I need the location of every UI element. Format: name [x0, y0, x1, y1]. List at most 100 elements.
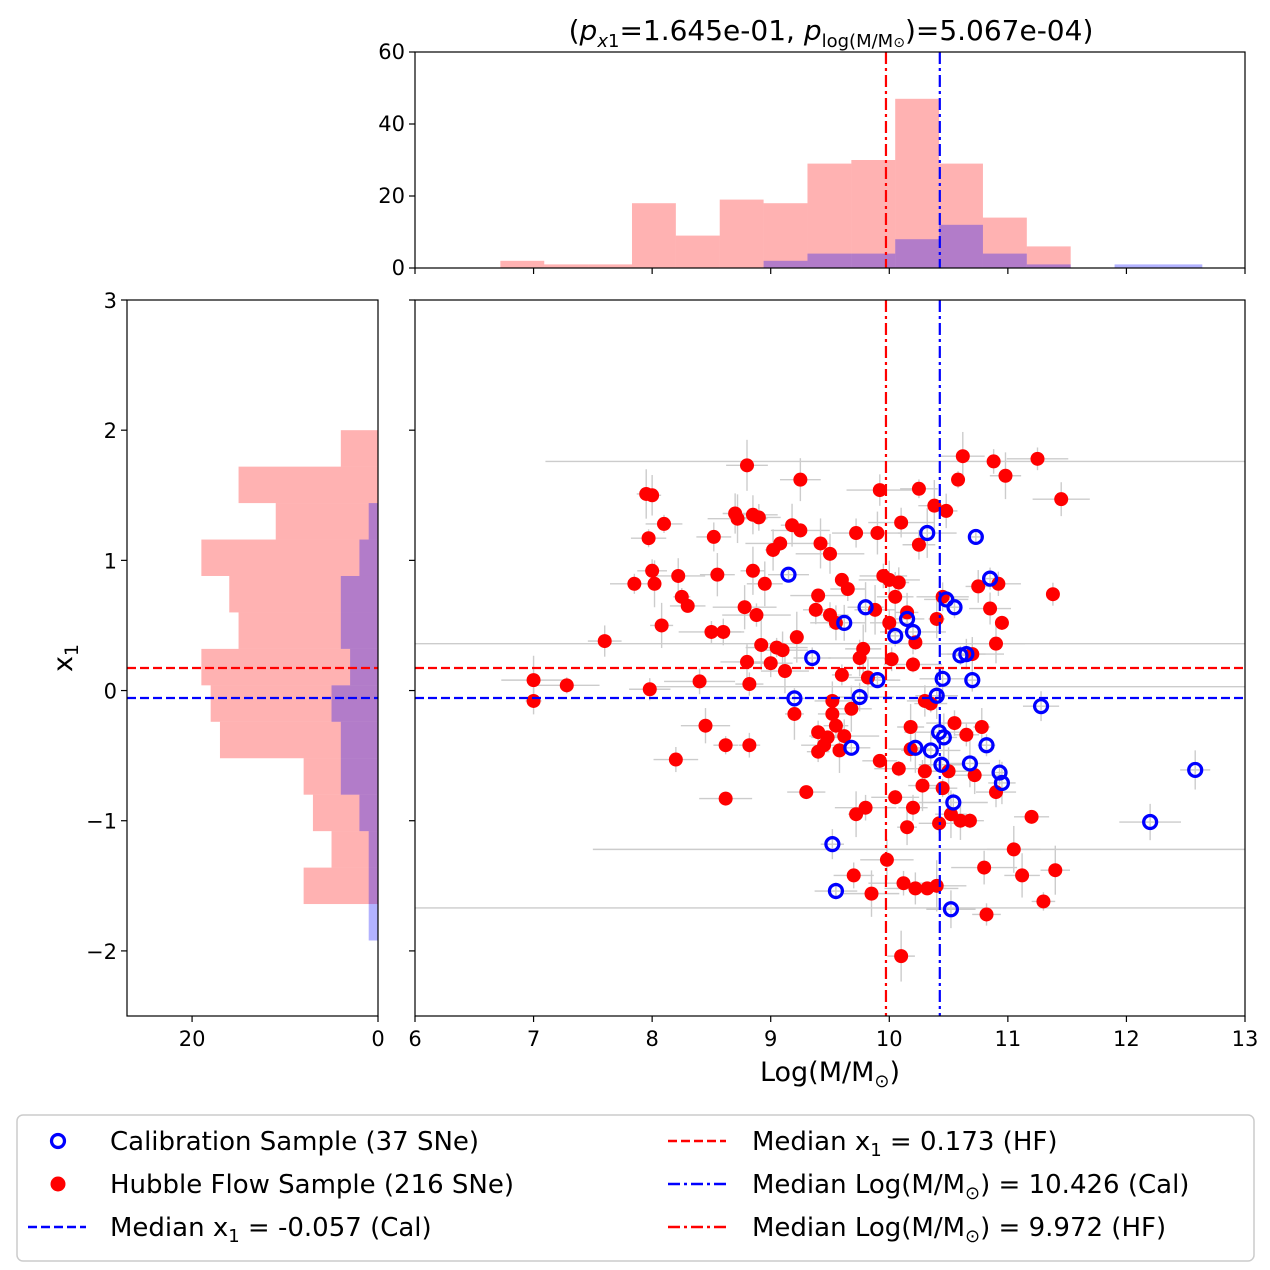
hubble-flow-point — [642, 682, 657, 697]
calibration-point — [928, 687, 945, 704]
left-hist-bar — [201, 539, 378, 576]
left-hist-bar — [359, 794, 378, 832]
hubble-flow-point — [971, 579, 986, 594]
calibration-point — [946, 599, 963, 616]
hubble-flow-point — [840, 582, 855, 597]
legend-label: Median x1 = 0.173 (HF) — [752, 1127, 1057, 1161]
left-hist-bar — [368, 503, 378, 540]
calibration-point — [981, 570, 999, 587]
hubble-flow-point — [983, 601, 998, 616]
hubble-flow-point — [641, 531, 656, 546]
hubble-flow-point — [915, 778, 930, 793]
left-hist-bar — [210, 685, 378, 722]
top-hist-median-lines — [884, 52, 941, 268]
calibration-point — [869, 672, 886, 689]
hubble-flow-point — [872, 753, 887, 768]
calibration-point — [843, 739, 860, 756]
left-hist-ytick-label: −1 — [86, 810, 117, 834]
hubble-flow-point — [828, 718, 843, 733]
left-hist-ytick-label: 3 — [104, 289, 117, 313]
hubble-flow-point — [858, 800, 873, 815]
top-hist-yticks: 0 20 40 60 — [378, 40, 415, 280]
left-hist-bar — [359, 539, 378, 576]
calibration-point — [964, 672, 981, 689]
hubble-flow-point — [645, 563, 660, 578]
hubble-flow-point — [559, 678, 574, 693]
left-hist-bar — [219, 721, 378, 759]
hubble-flow-point — [872, 483, 887, 498]
hubble-flow-point — [935, 781, 950, 796]
scatter-xtick-label: 8 — [645, 1027, 658, 1051]
hubble-flow-point — [710, 567, 725, 582]
left-hist-bar — [340, 758, 378, 795]
scatter-xtick-label: 10 — [876, 1027, 903, 1051]
hubble-flow-point — [888, 790, 903, 805]
hubble-flow-point — [906, 800, 920, 815]
hubble-flow-point — [884, 652, 899, 667]
hubble-flow-point — [908, 881, 923, 896]
legend-label: Median Log(M/M⊙) = 9.972 (HF) — [752, 1213, 1166, 1247]
hubble-flow-point — [740, 458, 754, 473]
hubble-flow-point — [754, 637, 769, 652]
hubble-flow-point — [979, 907, 994, 922]
hubble-flow-point — [989, 636, 1003, 651]
hubble-flow-point — [977, 860, 992, 875]
left-hist-ytick-label: −2 — [86, 940, 117, 964]
left-hist-bar — [368, 904, 378, 941]
top-hist-bar — [851, 253, 896, 268]
hubble-flow-point — [645, 488, 660, 503]
calibration-point — [967, 528, 984, 546]
top-hist-bar — [895, 98, 940, 268]
hubble-flow-point — [787, 706, 802, 721]
hubble-flow-point — [1054, 492, 1069, 507]
hubble-flow-point — [751, 510, 766, 525]
legend-label: Calibration Sample (37 SNe) — [110, 1127, 479, 1157]
scatter-hubble-flow-points — [526, 449, 1069, 964]
left-hist-ytick-label: 1 — [104, 549, 117, 573]
hubble-flow-point — [799, 785, 814, 800]
top-hist-bar — [1114, 264, 1159, 268]
top-hist-xticks — [414, 268, 1246, 274]
chart-title: (px1=1.645e-01, plog(M/M⊙)=5.067e-04) — [569, 14, 1094, 52]
hubble-flow-point — [698, 718, 713, 733]
left-hist-xtick-label: 0 — [371, 1027, 384, 1051]
calibration-point — [935, 729, 952, 746]
calibration-point — [898, 610, 916, 628]
hubble-flow-point — [927, 498, 942, 513]
hubble-flow-point — [832, 743, 847, 758]
hubble-flow-point — [1036, 894, 1051, 909]
hubble-flow-point — [718, 738, 733, 753]
hubble-flow-point — [955, 449, 970, 464]
hubble-flow-point — [891, 761, 906, 776]
hubble-flow-point — [929, 878, 944, 893]
hubble-flow-point — [773, 536, 788, 551]
hubble-flow-point — [967, 768, 982, 783]
legend-frame — [16, 1114, 1255, 1262]
scatter-xtick-label: 11 — [994, 1027, 1021, 1051]
hubble-flow-point — [939, 503, 954, 518]
hubble-flow-point — [647, 576, 662, 591]
calibration-point — [804, 649, 821, 667]
top-hist-bar — [719, 199, 764, 268]
calibration-point — [827, 882, 845, 900]
scatter-yticks — [409, 299, 415, 952]
top-hist-bar — [1026, 264, 1071, 268]
top-hist-bar — [763, 203, 808, 268]
calibration-point — [933, 756, 950, 773]
top-hist-bar — [588, 264, 632, 268]
calibration-point — [1032, 698, 1050, 715]
hubble-flow-point — [1048, 863, 1063, 878]
hubble-flow-point — [994, 615, 1009, 630]
left-hist-calibration-bars — [331, 503, 378, 941]
top-hist-bar — [763, 260, 808, 268]
hubble-flow-point — [793, 523, 808, 538]
top-hist-bar — [982, 217, 1027, 268]
scatter-xticks: 6 7 8 9 10 11 12 13 — [408, 1016, 1258, 1051]
hubble-flow-point — [849, 526, 864, 541]
calibration-point — [904, 623, 922, 641]
hubble-flow-point — [962, 813, 977, 828]
calibration-point — [907, 739, 924, 756]
hubble-flow-point — [718, 791, 733, 806]
hubble-flow-point — [668, 752, 683, 767]
calibration-point — [887, 627, 904, 644]
